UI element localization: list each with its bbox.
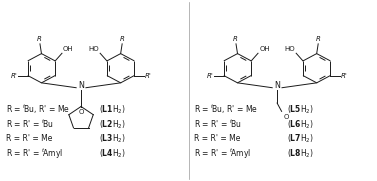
Text: R: R bbox=[316, 36, 321, 43]
Text: HO: HO bbox=[284, 46, 295, 52]
Text: ($\mathbf{L4}$H$_2$): ($\mathbf{L4}$H$_2$) bbox=[99, 147, 126, 160]
Text: ($\mathbf{L6}$H$_2$): ($\mathbf{L6}$H$_2$) bbox=[287, 118, 314, 131]
Text: R = R' = $^t\!$Amyl: R = R' = $^t\!$Amyl bbox=[194, 146, 251, 161]
Text: ($\mathbf{L8}$H$_2$): ($\mathbf{L8}$H$_2$) bbox=[287, 147, 314, 160]
Text: R: R bbox=[233, 36, 238, 43]
Text: R = $^t\!$Bu, R' = Me: R = $^t\!$Bu, R' = Me bbox=[194, 103, 258, 116]
Text: R: R bbox=[37, 36, 42, 43]
Text: R = R' = $^t\!$Amyl: R = R' = $^t\!$Amyl bbox=[6, 146, 63, 161]
Text: R = R' = Me: R = R' = Me bbox=[6, 134, 52, 143]
Text: ($\mathbf{L5}$H$_2$): ($\mathbf{L5}$H$_2$) bbox=[287, 103, 314, 116]
Text: N: N bbox=[274, 81, 280, 90]
Text: HO: HO bbox=[88, 46, 99, 52]
Text: R': R' bbox=[341, 73, 348, 79]
Text: ($\mathbf{L1}$H$_2$): ($\mathbf{L1}$H$_2$) bbox=[99, 103, 126, 116]
Text: O: O bbox=[283, 114, 288, 120]
Text: R = R' = $^t\!$Bu: R = R' = $^t\!$Bu bbox=[194, 118, 242, 131]
Text: ($\mathbf{L3}$H$_2$): ($\mathbf{L3}$H$_2$) bbox=[99, 133, 126, 145]
Text: ($\mathbf{L7}$H$_2$): ($\mathbf{L7}$H$_2$) bbox=[287, 133, 314, 145]
Text: R: R bbox=[120, 36, 125, 43]
Text: OH: OH bbox=[259, 46, 270, 52]
Text: ($\mathbf{L2}$H$_2$): ($\mathbf{L2}$H$_2$) bbox=[99, 118, 126, 131]
Text: R = R' = Me: R = R' = Me bbox=[194, 134, 241, 143]
Text: R = R' = $^t\!$Bu: R = R' = $^t\!$Bu bbox=[6, 118, 54, 131]
Text: R = $^t\!$Bu, R' = Me: R = $^t\!$Bu, R' = Me bbox=[6, 103, 70, 116]
Text: OH: OH bbox=[63, 46, 74, 52]
Text: R': R' bbox=[11, 73, 17, 79]
Text: R': R' bbox=[145, 73, 152, 79]
Text: N: N bbox=[78, 81, 84, 90]
Text: O: O bbox=[78, 109, 84, 115]
Text: R': R' bbox=[207, 73, 213, 79]
